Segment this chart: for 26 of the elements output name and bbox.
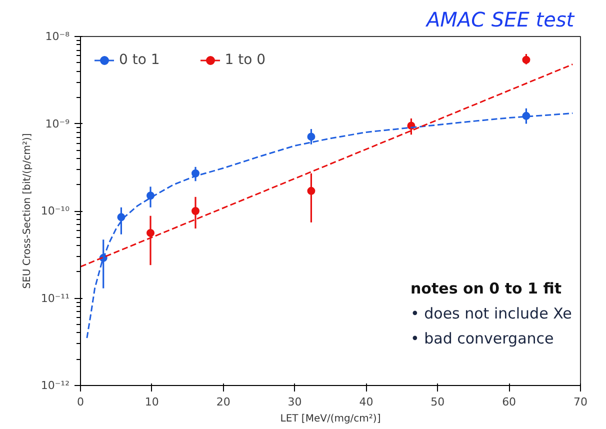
y-tick-label: 10⁻¹² [40,379,70,392]
x-tick-label: 30 [288,396,302,408]
point [307,186,316,195]
annotation: • does not include Xe [410,304,572,322]
x-tick-label: 60 [502,396,516,408]
x-tick-label: 40 [359,396,374,408]
y-tick-label: 10⁻¹¹ [40,292,70,305]
point [522,56,530,64]
y-tick-label: 10⁻⁸ [45,30,70,43]
point [307,132,316,141]
annotation: • bad convergance [410,330,554,348]
chart-title: AMAC SEE test [424,8,576,32]
x-axis-title: LET [MeV/(mg/cm²)] [280,414,381,424]
annotation: notes on 0 to 1 fit [410,280,562,298]
x-tick-label: 20 [216,396,230,408]
y-axis-title: SEU Cross-Section [bit/(p/cm²)] [22,133,33,289]
x-tick-label: 50 [430,396,445,408]
y-tick-label: 10⁻¹⁰ [40,204,70,218]
x-tick-label: 0 [77,396,84,408]
x-tick-label: 70 [574,396,588,408]
x-tick-label: 10 [144,396,159,408]
legend-label: 1 to 0 [224,52,266,68]
y-tick-label: 10⁻⁹ [45,117,70,130]
point [192,207,200,215]
legend-label: 0 to 1 [119,52,160,68]
point [146,228,154,237]
